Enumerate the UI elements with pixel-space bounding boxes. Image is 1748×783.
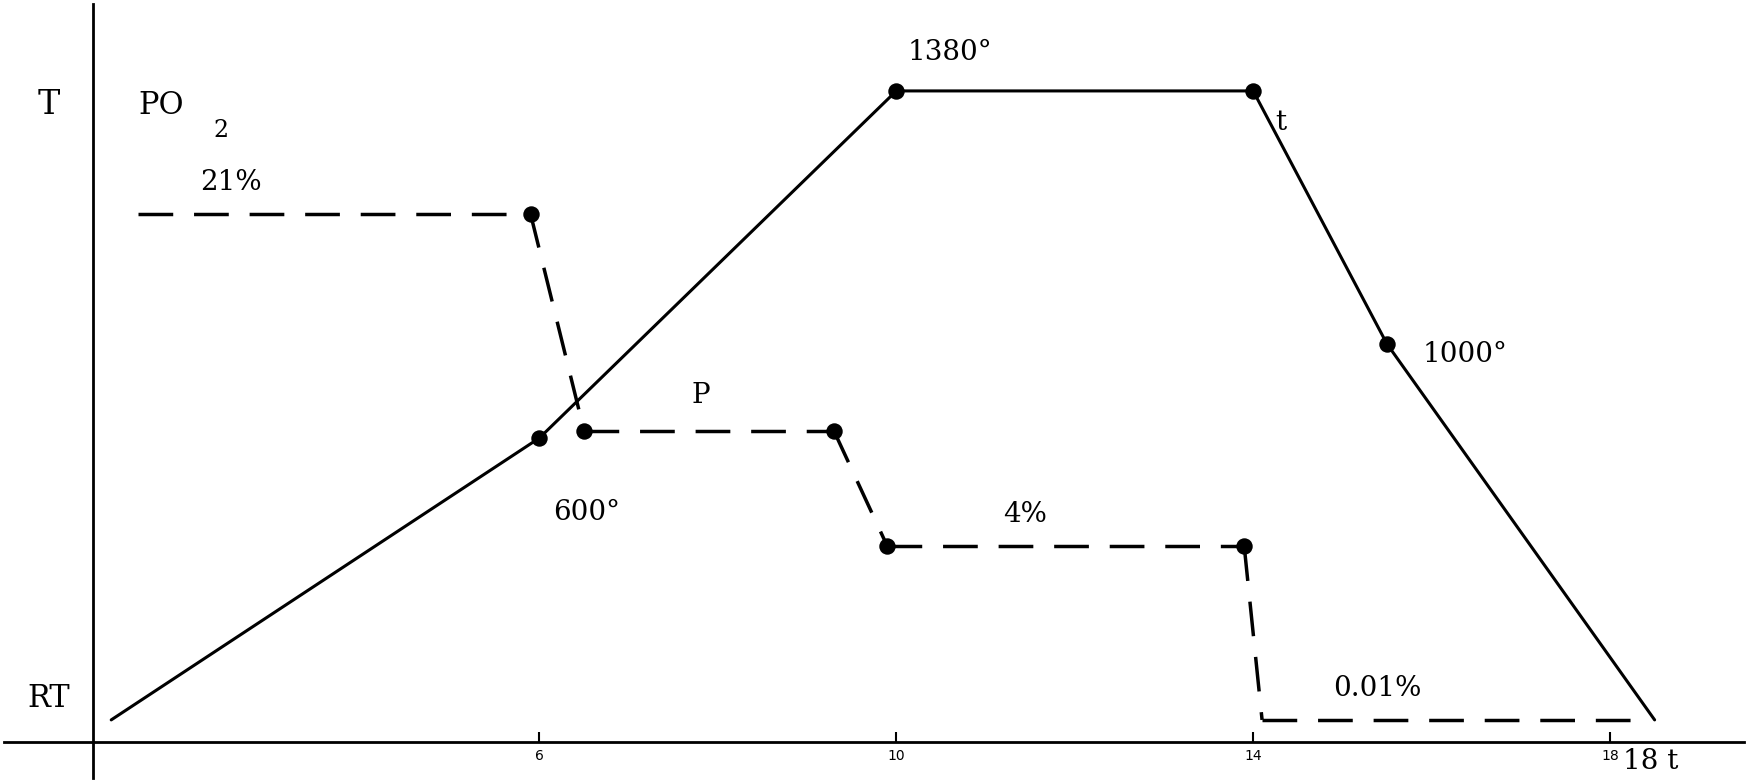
Point bbox=[820, 424, 848, 437]
Point bbox=[883, 85, 911, 97]
Point bbox=[1239, 85, 1267, 97]
Point bbox=[517, 207, 545, 220]
Text: PO: PO bbox=[138, 90, 184, 121]
Text: 1000°: 1000° bbox=[1423, 341, 1507, 368]
Point bbox=[526, 431, 554, 444]
Point bbox=[570, 424, 598, 437]
Point bbox=[1372, 337, 1400, 350]
Text: 600°: 600° bbox=[552, 500, 621, 526]
Text: 2: 2 bbox=[213, 119, 229, 143]
Text: P: P bbox=[690, 382, 710, 409]
Text: t: t bbox=[1276, 109, 1287, 136]
Point bbox=[874, 540, 902, 553]
Text: T: T bbox=[38, 89, 59, 121]
Text: 4%: 4% bbox=[1003, 501, 1047, 529]
Text: 0.01%: 0.01% bbox=[1334, 675, 1421, 702]
Point bbox=[1231, 540, 1259, 553]
Text: 21%: 21% bbox=[201, 169, 262, 196]
Text: 18 t: 18 t bbox=[1624, 749, 1678, 775]
Text: 1380°: 1380° bbox=[907, 38, 993, 66]
Text: RT: RT bbox=[28, 683, 70, 713]
